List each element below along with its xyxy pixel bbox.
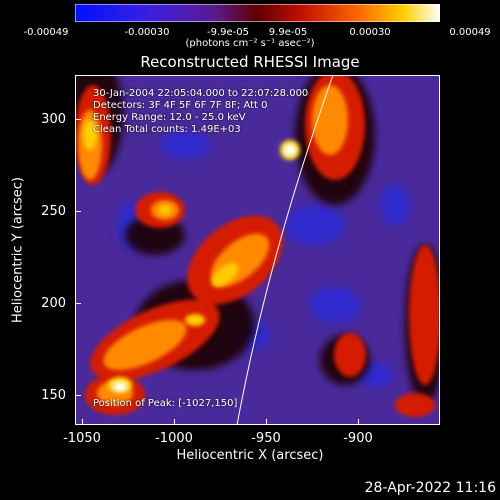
- colorbar-tick: 0.00030: [349, 27, 391, 38]
- plot-frame: [75, 75, 440, 425]
- y-tick-label: 200: [41, 296, 66, 311]
- y-tick-label: 300: [41, 112, 66, 127]
- colorbar-tick: 9.9e-05: [268, 27, 308, 38]
- colorbar-tick: -0.00030: [124, 27, 170, 38]
- colorbar-tick: 0.00049: [449, 27, 491, 38]
- y-tick-label: 250: [41, 204, 66, 219]
- colorbar: [75, 4, 440, 22]
- x-tick-label: -1050: [63, 431, 101, 446]
- detectors-label: Detectors: 3F 4F 5F 6F 7F 8F; Att 0: [93, 100, 268, 111]
- x-axis-label: Heliocentric X (arcsec): [176, 448, 324, 463]
- x-tick-label: -1000: [155, 431, 193, 446]
- plot-title: Reconstructed RHESSI Image: [140, 53, 360, 71]
- colorbar-tick: -0.00049: [23, 27, 69, 38]
- timestamp: 28-Apr-2022 11:16: [364, 480, 496, 496]
- colorbar-tick: -9.9e-05: [207, 27, 249, 38]
- time-range-label: 30-Jan-2004 22:05:04.000 to 22:07:28.000: [93, 88, 309, 99]
- peak-position-label: Position of Peak: [-1027,150]: [93, 398, 238, 409]
- y-tick-label: 150: [41, 388, 66, 403]
- total-counts-label: Clean Total counts: 1.49E+03: [93, 124, 241, 135]
- colorbar-units: (photons cm⁻² s⁻¹ asec⁻²): [185, 38, 315, 49]
- x-tick-label: -900: [343, 431, 373, 446]
- y-axis-label: Heliocentric Y (arcsec): [10, 177, 26, 323]
- rhessi-image: [75, 75, 440, 425]
- x-tick-label: -950: [251, 431, 281, 446]
- energy-range-label: Energy Range: 12.0 - 25.0 keV: [93, 112, 246, 123]
